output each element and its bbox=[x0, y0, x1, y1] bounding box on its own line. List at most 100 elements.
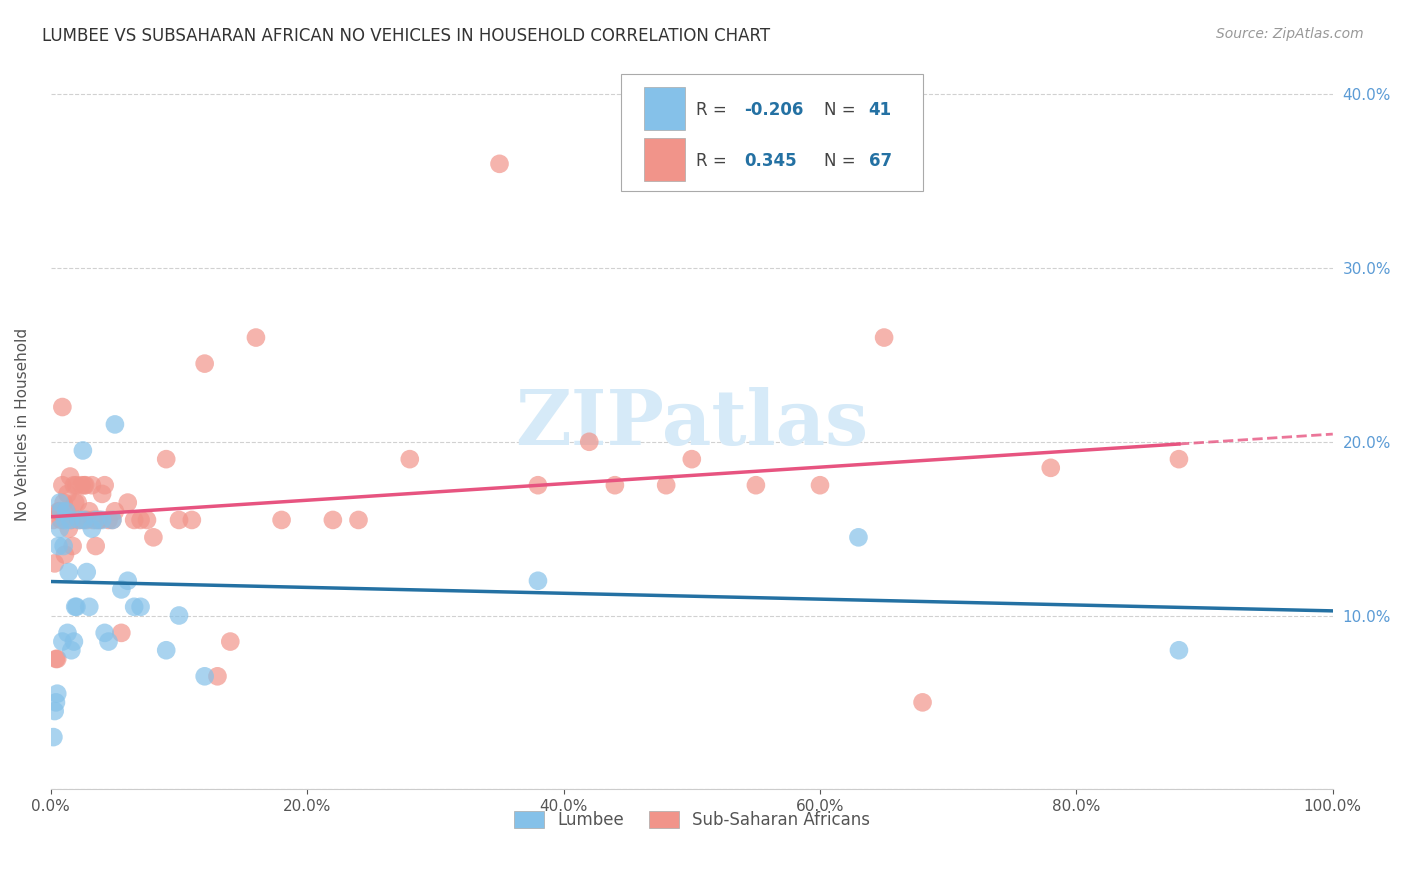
Text: R =: R = bbox=[696, 153, 737, 170]
Point bbox=[46, 652, 69, 666]
Y-axis label: No Vehicles in Household: No Vehicles in Household bbox=[15, 328, 30, 521]
Point bbox=[73, 478, 96, 492]
Point bbox=[53, 513, 76, 527]
Point bbox=[65, 478, 87, 492]
Point bbox=[80, 478, 103, 492]
Point bbox=[53, 548, 76, 562]
Point bbox=[42, 730, 65, 744]
Point bbox=[44, 704, 66, 718]
Point bbox=[56, 487, 79, 501]
Point bbox=[67, 513, 90, 527]
Point bbox=[49, 504, 72, 518]
Point bbox=[101, 513, 124, 527]
Point bbox=[117, 495, 139, 509]
Point bbox=[67, 513, 90, 527]
Point bbox=[48, 539, 70, 553]
Point bbox=[1168, 643, 1191, 657]
Point bbox=[79, 504, 101, 518]
Point bbox=[52, 539, 75, 553]
FancyBboxPatch shape bbox=[621, 74, 922, 191]
Point bbox=[104, 504, 127, 518]
Point bbox=[122, 599, 145, 614]
Point bbox=[578, 434, 600, 449]
Point bbox=[873, 330, 896, 344]
Point bbox=[63, 478, 86, 492]
Point bbox=[681, 452, 703, 467]
Point bbox=[93, 478, 115, 492]
Point bbox=[91, 513, 114, 527]
Text: N =: N = bbox=[824, 101, 860, 120]
Point bbox=[142, 530, 165, 544]
Point bbox=[82, 513, 104, 527]
Point bbox=[62, 539, 84, 553]
Point bbox=[322, 513, 344, 527]
Point bbox=[180, 513, 202, 527]
Point bbox=[55, 504, 77, 518]
Point bbox=[194, 357, 217, 371]
Point bbox=[72, 443, 94, 458]
Point bbox=[87, 513, 110, 527]
Point bbox=[52, 495, 75, 509]
Point bbox=[76, 513, 98, 527]
Point bbox=[42, 513, 65, 527]
Point bbox=[110, 625, 132, 640]
Point bbox=[911, 695, 934, 709]
Point bbox=[104, 417, 127, 432]
Point bbox=[655, 478, 678, 492]
Point bbox=[76, 565, 98, 579]
Point bbox=[398, 452, 420, 467]
Point bbox=[155, 643, 177, 657]
Point bbox=[45, 652, 67, 666]
Text: -0.206: -0.206 bbox=[744, 101, 804, 120]
Point bbox=[808, 478, 831, 492]
Point bbox=[59, 513, 82, 527]
Point bbox=[65, 599, 87, 614]
Point bbox=[58, 522, 80, 536]
Point bbox=[51, 634, 73, 648]
Point bbox=[89, 513, 111, 527]
Point bbox=[488, 157, 510, 171]
Point bbox=[44, 557, 66, 571]
Point bbox=[55, 504, 77, 518]
Point bbox=[167, 513, 190, 527]
Point bbox=[46, 687, 69, 701]
Point bbox=[66, 495, 89, 509]
Point bbox=[60, 643, 83, 657]
Point bbox=[49, 504, 72, 518]
Text: R =: R = bbox=[696, 101, 731, 120]
Point bbox=[49, 495, 72, 509]
Point bbox=[63, 495, 86, 509]
Text: N =: N = bbox=[824, 153, 860, 170]
Point bbox=[1039, 460, 1062, 475]
Text: LUMBEE VS SUBSAHARAN AFRICAN NO VEHICLES IN HOUSEHOLD CORRELATION CHART: LUMBEE VS SUBSAHARAN AFRICAN NO VEHICLES… bbox=[42, 27, 770, 45]
Point bbox=[155, 452, 177, 467]
Point bbox=[117, 574, 139, 588]
Point bbox=[97, 634, 120, 648]
Legend: Lumbee, Sub-Saharan Africans: Lumbee, Sub-Saharan Africans bbox=[508, 804, 877, 836]
Point bbox=[603, 478, 626, 492]
Point bbox=[91, 487, 114, 501]
Text: ZIPatlas: ZIPatlas bbox=[515, 387, 869, 461]
Point bbox=[49, 513, 72, 527]
Point bbox=[84, 513, 107, 527]
Text: 67: 67 bbox=[869, 153, 891, 170]
Point bbox=[45, 695, 67, 709]
Point bbox=[745, 478, 768, 492]
FancyBboxPatch shape bbox=[644, 87, 685, 130]
Point bbox=[207, 669, 229, 683]
Point bbox=[73, 513, 96, 527]
Text: 0.345: 0.345 bbox=[744, 153, 797, 170]
FancyBboxPatch shape bbox=[644, 138, 685, 181]
Point bbox=[136, 513, 159, 527]
Point bbox=[110, 582, 132, 597]
Point bbox=[270, 513, 292, 527]
Point bbox=[122, 513, 145, 527]
Point bbox=[79, 599, 101, 614]
Point bbox=[58, 565, 80, 579]
Point bbox=[49, 522, 72, 536]
Point bbox=[48, 504, 70, 518]
Point bbox=[97, 513, 120, 527]
Point bbox=[1168, 452, 1191, 467]
Point bbox=[219, 634, 242, 648]
Point bbox=[56, 625, 79, 640]
